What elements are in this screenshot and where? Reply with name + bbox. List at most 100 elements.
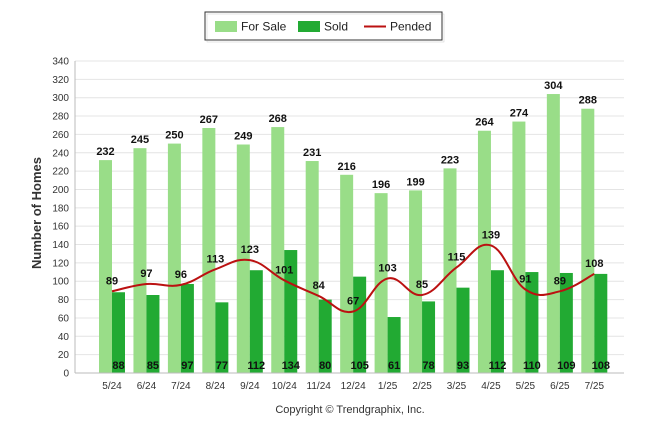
for-sale-bar (547, 94, 560, 373)
x-tick-label: 3/25 (447, 381, 467, 392)
y-tick-label: 120 (52, 258, 69, 269)
sold-bar (525, 272, 538, 373)
pended-data-label: 89 (106, 275, 118, 287)
x-tick-label: 7/25 (585, 381, 605, 392)
x-tick-label: 5/24 (102, 381, 122, 392)
pended-data-label: 89 (554, 275, 566, 287)
y-tick-label: 20 (58, 350, 70, 361)
y-tick-label: 200 (52, 185, 69, 196)
sold-data-label: 112 (489, 360, 507, 372)
for-sale-bar (340, 175, 353, 373)
x-tick-label: 9/24 (240, 381, 260, 392)
pended-data-label: 139 (482, 229, 500, 241)
legend-swatch (215, 21, 237, 32)
y-tick-label: 260 (52, 130, 69, 141)
pended-data-label: 115 (448, 251, 466, 263)
for-sale-data-label: 274 (510, 108, 529, 120)
sold-data-label: 88 (112, 360, 124, 372)
y-tick-label: 60 (58, 313, 70, 324)
sold-data-label: 85 (147, 360, 159, 372)
pended-data-label: 85 (416, 279, 428, 291)
for-sale-bar (478, 131, 491, 373)
for-sale-bar (306, 161, 319, 373)
for-sale-data-label: 264 (475, 117, 494, 129)
legend-label: Sold (324, 20, 348, 34)
y-tick-label: 280 (52, 112, 69, 123)
sold-data-label: 77 (216, 360, 228, 372)
pended-data-label: 123 (241, 244, 259, 256)
for-sale-data-label: 249 (234, 131, 252, 143)
sold-data-label: 97 (181, 360, 193, 372)
sold-bar (353, 277, 366, 373)
sold-data-label: 105 (350, 360, 368, 372)
sold-data-label: 134 (282, 360, 301, 372)
legend-label: For Sale (241, 20, 287, 34)
copyright-text: Copyright © Trendgraphix, Inc. (275, 404, 424, 416)
sold-bar (594, 274, 607, 373)
x-tick-label: 7/24 (171, 381, 191, 392)
sold-data-label: 78 (422, 360, 434, 372)
for-sale-data-label: 216 (337, 161, 355, 173)
x-tick-label: 1/25 (378, 381, 398, 392)
legend-label: Pended (390, 20, 431, 34)
x-tick-label: 5/25 (516, 381, 536, 392)
pended-data-label: 91 (519, 273, 531, 285)
pended-data-label: 67 (347, 296, 359, 308)
y-tick-label: 160 (52, 222, 69, 233)
for-sale-bar (512, 122, 525, 373)
x-tick-label: 8/24 (206, 381, 226, 392)
for-sale-bar (444, 168, 457, 373)
pended-data-label: 101 (275, 264, 293, 276)
x-axis: 5/24 6/24 7/24 8/24 9/24 10/24 11/24 12/24 1/25 2… (75, 373, 624, 392)
for-sale-data-label: 199 (406, 176, 424, 188)
for-sale-data-label: 288 (579, 95, 597, 107)
sold-data-label: 80 (319, 360, 331, 372)
legend-swatch (298, 21, 320, 32)
y-axis-label: Number of Homes (29, 157, 44, 269)
x-tick-label: 2/25 (412, 381, 432, 392)
pended-data-label: 96 (175, 269, 187, 281)
sold-bar (491, 270, 504, 373)
pended-data-label: 103 (378, 262, 396, 274)
pended-data-label: 113 (206, 253, 224, 265)
sold-data-label: 109 (557, 360, 575, 372)
y-tick-label: 100 (52, 277, 69, 288)
x-tick-label: 6/25 (550, 381, 570, 392)
sold-data-label: 61 (388, 360, 400, 372)
y-tick-label: 320 (52, 75, 69, 86)
legend: For Sale Sold Pended (205, 12, 444, 42)
x-tick-label: 6/24 (137, 381, 157, 392)
pended-data-label: 108 (585, 258, 603, 270)
x-tick-label: 10/24 (272, 381, 297, 392)
y-tick-label: 140 (52, 240, 69, 251)
for-sale-bar (202, 128, 215, 373)
y-tick-label: 40 (58, 332, 70, 343)
for-sale-data-label: 245 (131, 134, 149, 146)
x-tick-label: 12/24 (341, 381, 366, 392)
sold-data-label: 110 (523, 360, 541, 372)
y-tick-label: 180 (52, 203, 69, 214)
pended-data-label: 84 (313, 280, 326, 292)
y-axis: 0204060801001201401601802002202402602803… (52, 57, 75, 380)
for-sale-data-label: 250 (165, 130, 183, 142)
for-sale-bar (271, 127, 284, 373)
for-sale-bar (168, 144, 181, 373)
sold-data-label: 108 (592, 360, 610, 372)
for-sale-bar (133, 148, 146, 373)
for-sale-data-label: 232 (96, 146, 114, 158)
for-sale-data-label: 268 (269, 113, 287, 125)
for-sale-data-label: 223 (441, 154, 459, 166)
sold-data-label: 93 (457, 360, 469, 372)
y-tick-label: 0 (63, 369, 69, 380)
sold-bar (250, 270, 263, 373)
y-tick-label: 220 (52, 167, 69, 178)
sold-data-label: 112 (247, 360, 265, 372)
x-tick-label: 11/24 (307, 381, 332, 392)
x-tick-label: 4/25 (481, 381, 501, 392)
for-sale-data-label: 267 (200, 114, 218, 126)
pended-data-label: 97 (140, 268, 152, 280)
for-sale-data-label: 304 (544, 80, 563, 92)
y-tick-label: 80 (58, 295, 70, 306)
